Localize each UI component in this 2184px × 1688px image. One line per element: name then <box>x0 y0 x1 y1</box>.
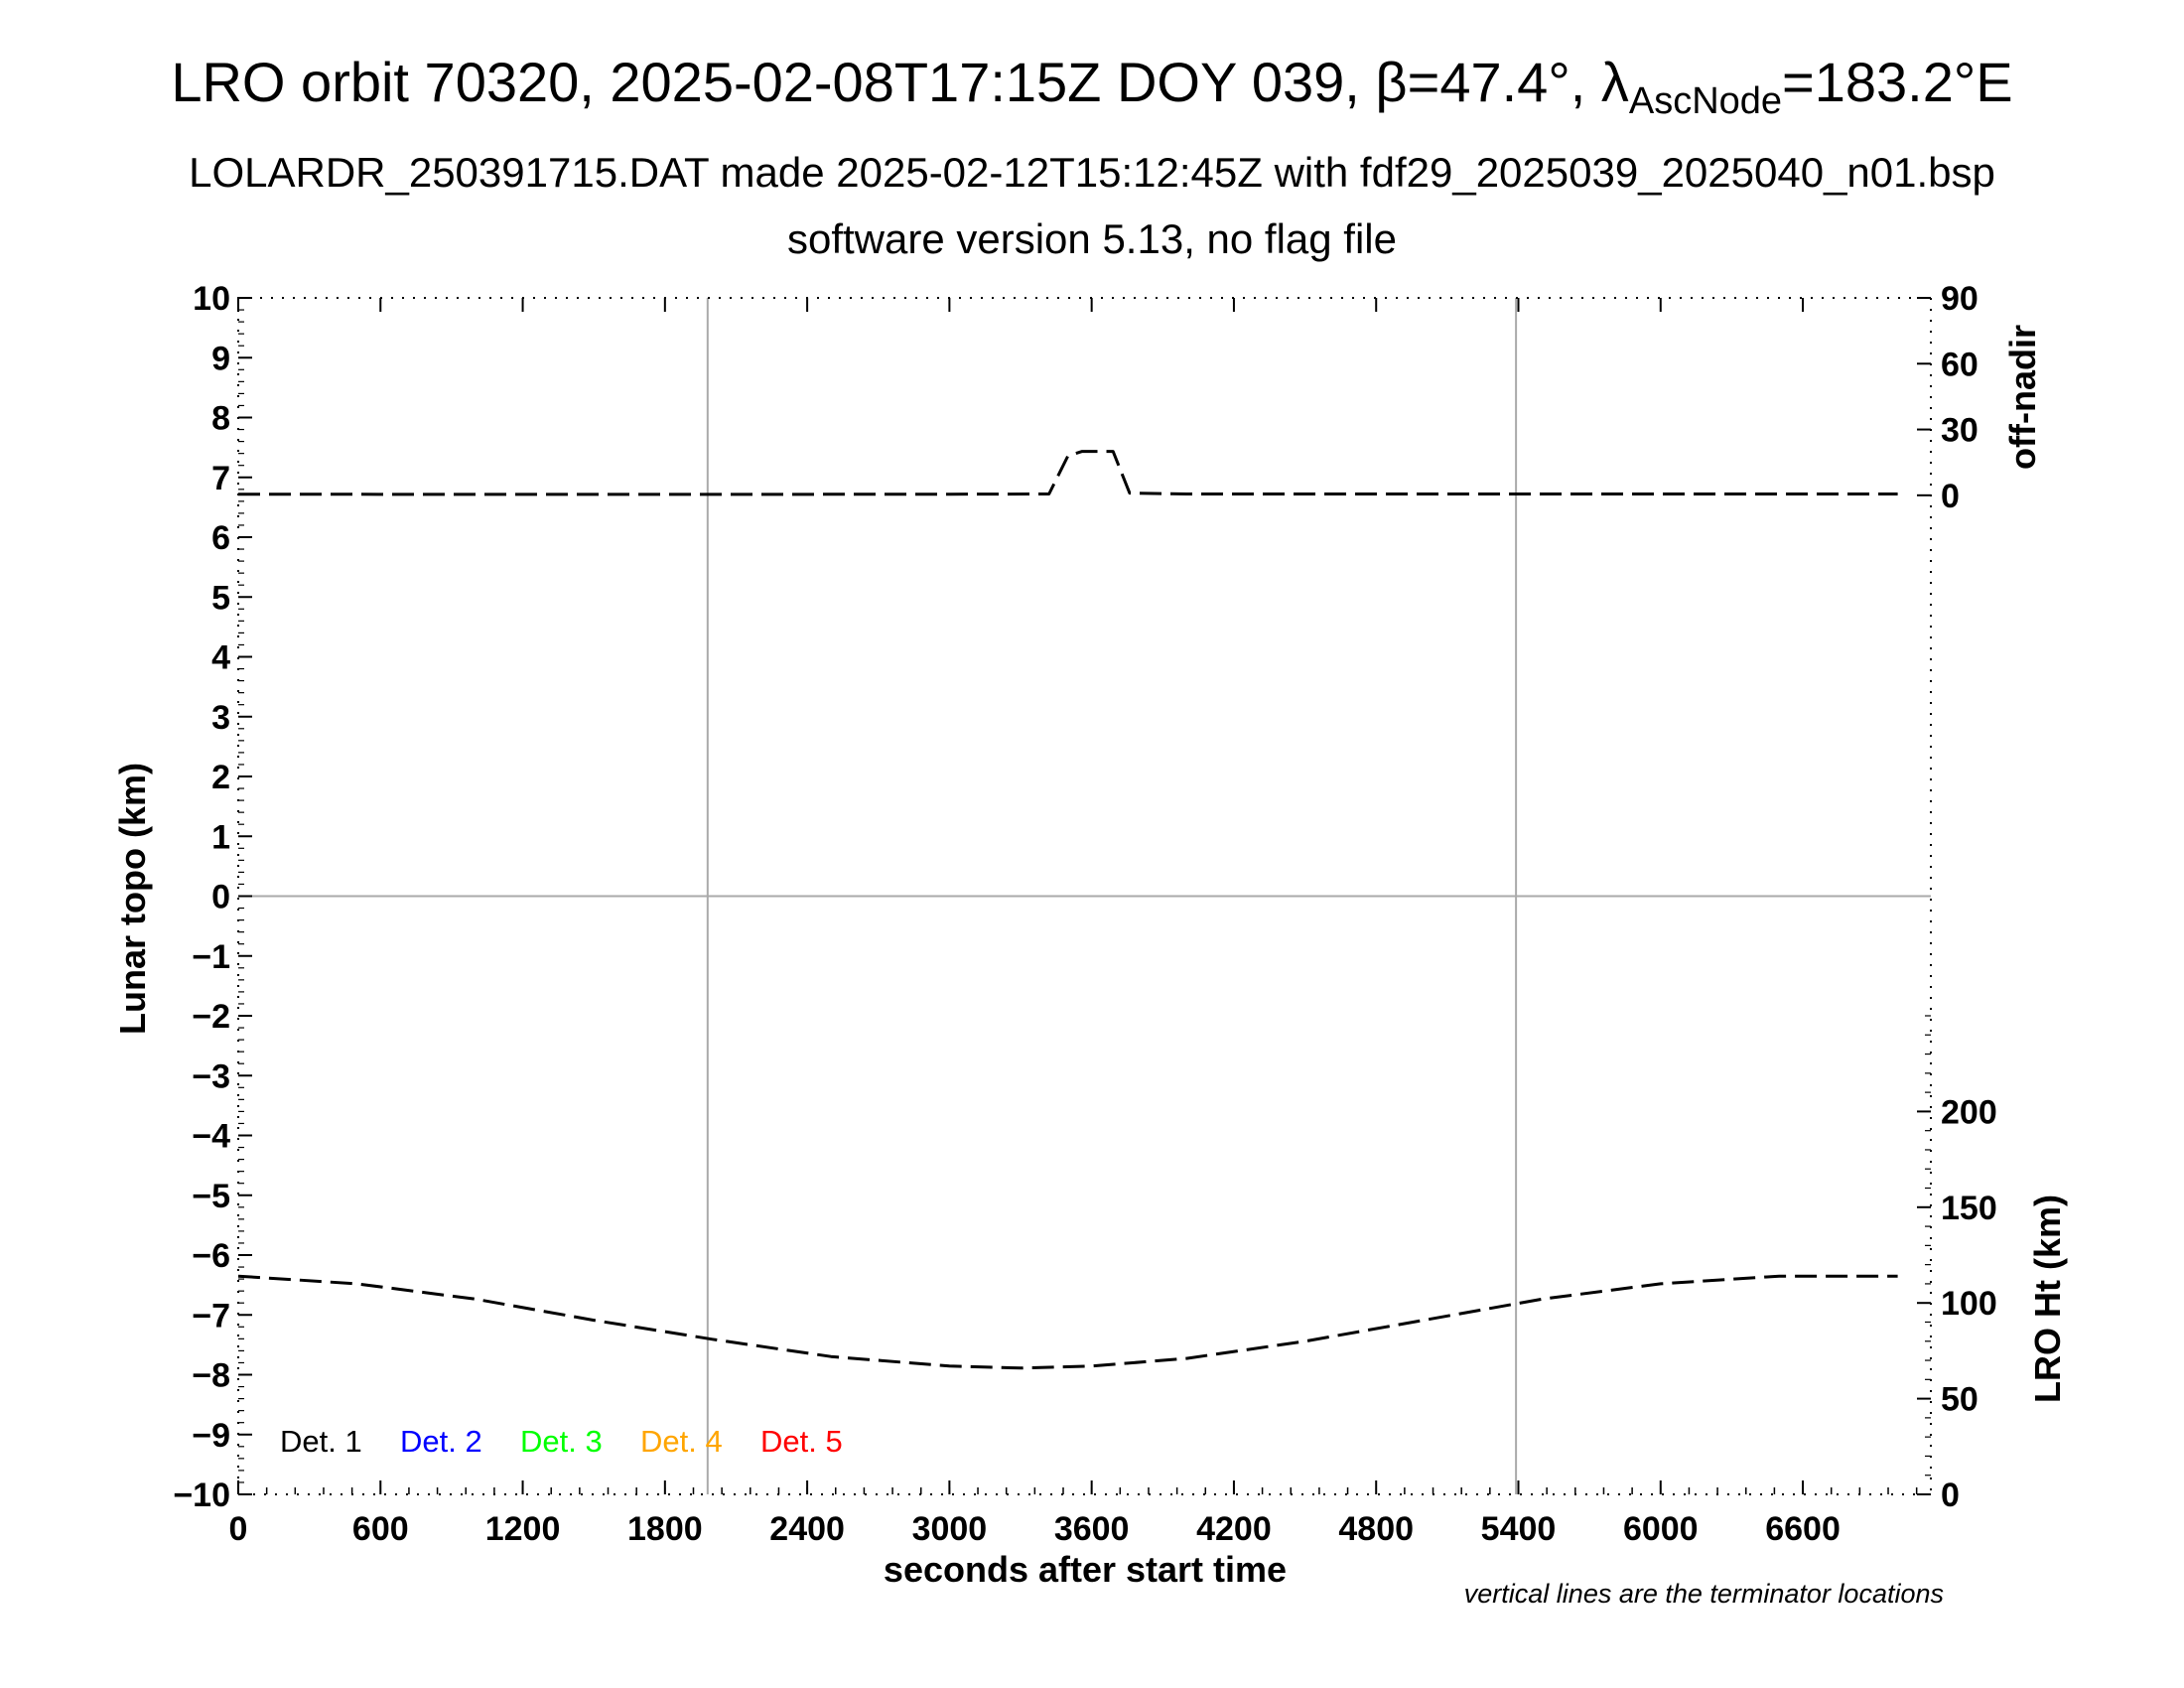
x-tick-label: 6600 <box>1765 1510 1841 1548</box>
y-tick-label-left: 3 <box>211 699 230 737</box>
y-tick-label-left: 6 <box>211 519 230 557</box>
y-axis-label-off-nadir: off-nadir <box>2002 325 2043 470</box>
y-tick-label-left: 9 <box>211 340 230 377</box>
y-tick-label-left: 0 <box>211 879 230 916</box>
lro-ht-tick-label: 150 <box>1941 1190 1997 1227</box>
y-tick-label-left: 8 <box>211 400 230 438</box>
lro-ht-tick-label: 100 <box>1941 1285 1997 1323</box>
x-tick-label: 2400 <box>769 1510 845 1548</box>
chart-title: LRO orbit 70320, 2025-02-08T17:15Z DOY 0… <box>171 51 2012 122</box>
y-tick-label-left: −10 <box>173 1477 230 1514</box>
y-tick-label-left: −7 <box>192 1297 230 1335</box>
chart-subtitle-file: LOLARDR_250391715.DAT made 2025-02-12T15… <box>189 149 1995 196</box>
y-tick-label-left: 4 <box>211 639 230 677</box>
x-tick-label: 0 <box>229 1510 248 1548</box>
y-tick-label-left: −5 <box>192 1178 230 1215</box>
y-tick-label-left: −8 <box>192 1357 230 1395</box>
x-tick-label: 4200 <box>1196 1510 1272 1548</box>
terminator-note: vertical lines are the terminator locati… <box>1464 1579 1944 1609</box>
off-nadir-tick-label: 90 <box>1941 280 1979 318</box>
x-axis-label: seconds after start time <box>884 1549 1287 1590</box>
chart-subtitle-version: software version 5.13, no flag file <box>787 215 1397 262</box>
lro-height-series <box>237 1274 1898 1370</box>
legend-entry: Det. 2 <box>400 1424 482 1459</box>
tick-labels: 0 600 1200 1800 2400 3000 3600 4200 4800 5400 6000… <box>173 280 1996 1548</box>
lro-ht-tick-label: 0 <box>1941 1477 1960 1514</box>
x-tick-label: 3600 <box>1054 1510 1130 1548</box>
y-tick-label-left: −6 <box>192 1237 230 1275</box>
lro-ht-tick-label: 50 <box>1941 1381 1979 1419</box>
plot-frame <box>237 297 1932 1495</box>
legend-entry: Det. 3 <box>520 1424 603 1459</box>
legend-entry: Det. 5 <box>760 1424 843 1459</box>
grid-lines <box>238 298 1931 1494</box>
y-axis-label-left: Lunar topo (km) <box>112 763 153 1035</box>
off-nadir-tick-label: 60 <box>1941 346 1979 383</box>
y-tick-label-left: −3 <box>192 1057 230 1095</box>
y-tick-label-left: 2 <box>211 759 230 796</box>
y-tick-label-left: −9 <box>192 1417 230 1455</box>
x-tick-label: 600 <box>352 1510 409 1548</box>
x-tick-label: 6000 <box>1623 1510 1699 1548</box>
chart-legend: Det. 1 Det. 2 Det. 3 Det. 4 Det. 5 <box>280 1424 843 1459</box>
off-nadir-series <box>237 450 1898 496</box>
y-tick-label-left: −4 <box>192 1118 230 1156</box>
legend-entry: Det. 1 <box>280 1424 362 1459</box>
off-nadir-tick-label: 0 <box>1941 478 1960 515</box>
x-tick-label: 3000 <box>912 1510 988 1548</box>
y-tick-label-left: 1 <box>211 818 230 856</box>
x-tick-label: 5400 <box>1481 1510 1557 1548</box>
axis-ticks <box>237 297 1931 1495</box>
data-series <box>237 450 1898 1370</box>
y-tick-label-left: −2 <box>192 998 230 1036</box>
x-tick-label: 1800 <box>627 1510 703 1548</box>
y-axis-label-lro-ht: LRO Ht (km) <box>2027 1195 2068 1403</box>
x-tick-label: 1200 <box>485 1510 561 1548</box>
off-nadir-tick-label: 30 <box>1941 412 1979 450</box>
x-tick-label: 4800 <box>1338 1510 1414 1548</box>
y-tick-label-left: 5 <box>211 579 230 617</box>
y-tick-label-left: −1 <box>192 938 230 976</box>
lro-ht-tick-label: 200 <box>1941 1093 1997 1131</box>
y-tick-label-left: 7 <box>211 460 230 497</box>
legend-entry: Det. 4 <box>640 1424 723 1459</box>
y-tick-label-left: 10 <box>193 280 230 318</box>
